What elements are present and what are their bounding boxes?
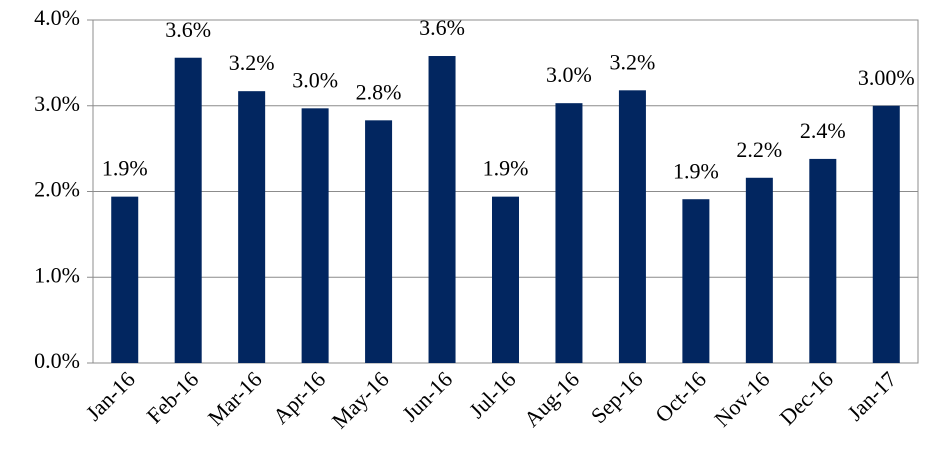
value-label: 3.6% <box>165 17 211 42</box>
y-tick-label: 4.0% <box>34 5 80 30</box>
bar <box>428 56 456 363</box>
y-tick-label: 2.0% <box>34 177 80 202</box>
x-tick-label: Aug-16 <box>519 366 584 431</box>
value-label: 1.9% <box>483 156 529 181</box>
x-tick-label: Oct-16 <box>650 366 711 427</box>
bar <box>809 158 837 363</box>
x-tick-label: Apr-16 <box>268 366 330 428</box>
x-tick-label: Nov-16 <box>709 366 774 431</box>
x-tick-label: Jul-16 <box>464 366 521 423</box>
bar <box>365 120 393 363</box>
bar <box>872 105 900 363</box>
value-label: 3.6% <box>419 15 465 40</box>
value-label: 2.4% <box>800 118 846 143</box>
bar <box>555 103 583 364</box>
y-tick-label: 0.0% <box>34 348 80 373</box>
x-tick-label: Jan-16 <box>81 366 140 425</box>
bar <box>745 177 773 363</box>
value-label: 3.2% <box>229 50 275 75</box>
value-label: 1.9% <box>102 156 148 181</box>
value-label: 2.8% <box>356 79 402 104</box>
bar <box>301 108 329 363</box>
value-label: 3.00% <box>858 65 915 90</box>
x-tick-label: Dec-16 <box>774 366 837 429</box>
value-label: 3.0% <box>292 67 338 92</box>
y-tick-label: 3.0% <box>34 91 80 116</box>
bar <box>174 57 202 363</box>
value-label: 2.2% <box>736 137 782 162</box>
x-tick-label: Feb-16 <box>142 366 204 428</box>
bar <box>492 196 519 363</box>
value-label: 1.9% <box>673 158 719 183</box>
bar <box>111 196 139 363</box>
bar <box>238 91 266 364</box>
x-tick-label: May-16 <box>327 366 394 433</box>
value-label: 3.0% <box>546 62 592 87</box>
y-tick-label: 1.0% <box>34 262 80 287</box>
bar <box>618 90 646 363</box>
bar <box>682 199 710 363</box>
value-label: 3.2% <box>610 49 656 74</box>
x-tick-label: Sep-16 <box>586 366 648 428</box>
x-tick-label: Jan-17 <box>842 366 901 425</box>
x-tick-label: Jun-16 <box>397 366 457 426</box>
x-tick-label: Mar-16 <box>203 366 267 430</box>
